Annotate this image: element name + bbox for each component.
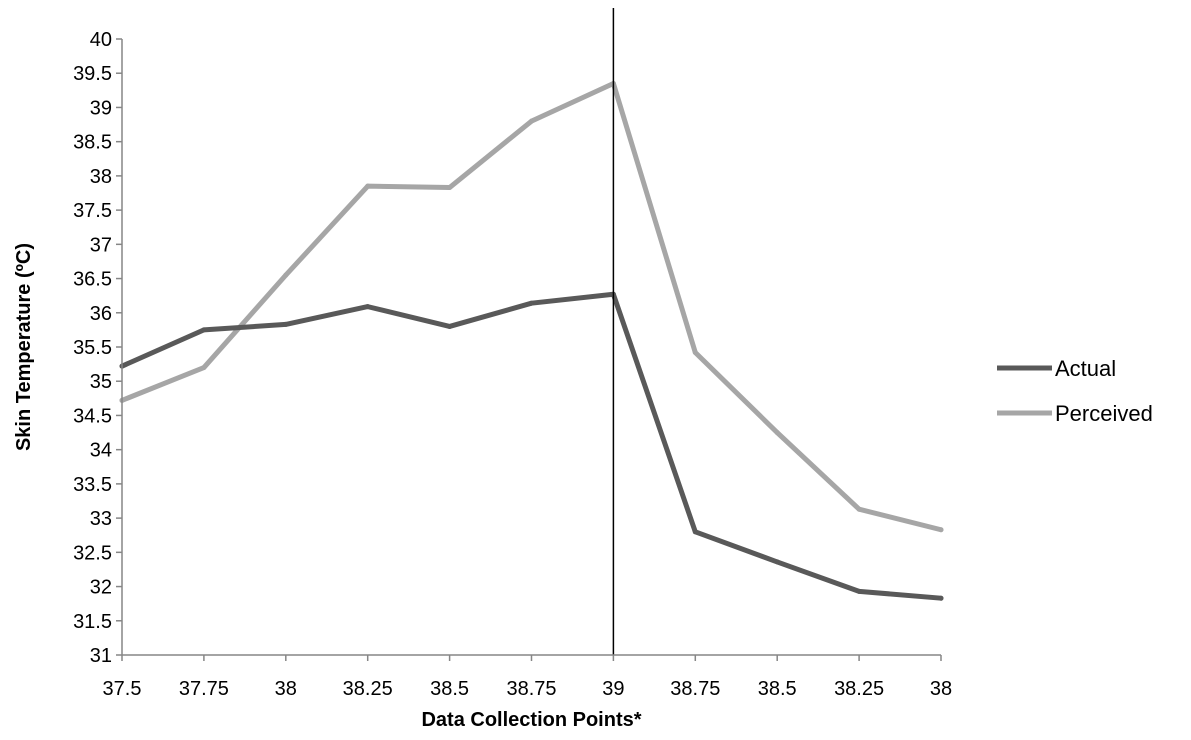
- x-tick-label: 38: [930, 678, 952, 700]
- data-point-perceived: [856, 506, 862, 512]
- y-tick-label: 31: [90, 645, 112, 667]
- y-tick-label: 39: [90, 97, 112, 119]
- x-tick-label: 37.5: [103, 678, 142, 700]
- y-tick-label: 39.5: [73, 63, 112, 85]
- data-point-actual: [692, 529, 698, 535]
- y-tick-label: 32.5: [73, 542, 112, 564]
- data-point-perceived: [201, 365, 207, 371]
- y-axis-title: Skin Temperature (ºC): [13, 243, 35, 451]
- data-point-perceived: [529, 118, 534, 124]
- x-tick-label: 38.5: [430, 678, 469, 700]
- x-tick-label: 39: [602, 678, 624, 700]
- data-point-perceived: [692, 349, 698, 355]
- x-tick-label: 38.75: [506, 678, 556, 700]
- series-lines: [119, 80, 944, 601]
- y-tick-label: 37: [90, 234, 112, 256]
- series-line-actual: [119, 291, 944, 601]
- x-tick-label: 38.25: [343, 678, 393, 700]
- data-point-actual: [856, 588, 862, 594]
- data-point-perceived: [365, 183, 371, 189]
- legend-label-perceived: Perceived: [1055, 401, 1153, 426]
- y-axis-ticks: 31 31.5 32 32.5 33 33.5 34 34.5 35 35.5 36 36.5 37 37…: [73, 29, 122, 667]
- data-point-actual: [365, 304, 371, 310]
- y-tick-label: 31.5: [73, 611, 112, 633]
- data-point-actual: [283, 321, 289, 327]
- data-point-actual: [774, 559, 780, 565]
- data-point-actual: [529, 300, 534, 306]
- y-tick-label: 37.5: [73, 200, 112, 222]
- data-point-actual: [447, 323, 453, 329]
- x-tick-label: 37.75: [179, 678, 229, 700]
- y-tick-label: 38.5: [73, 132, 112, 154]
- legend: Actual Perceived: [997, 356, 1153, 426]
- y-tick-label: 38: [90, 166, 112, 188]
- series-line-perceived: [119, 80, 944, 533]
- data-point-perceived: [283, 272, 289, 278]
- x-axis-ticks: 37.5 37.75 38 38.25 38.5 38.75 39 38.75 38.5 38.2…: [103, 655, 952, 700]
- legend-label-actual: Actual: [1055, 356, 1116, 381]
- y-tick-label: 36.5: [73, 269, 112, 291]
- y-tick-label: 35.5: [73, 337, 112, 359]
- x-tick-label: 38.5: [758, 678, 797, 700]
- y-tick-label: 34.5: [73, 405, 112, 427]
- data-point-perceived: [774, 430, 780, 436]
- data-point-perceived: [938, 527, 944, 533]
- y-tick-label: 34: [90, 440, 112, 462]
- x-tick-label: 38: [275, 678, 297, 700]
- y-tick-label: 40: [90, 29, 112, 51]
- y-tick-label: 36: [90, 303, 112, 325]
- y-tick-label: 33: [90, 508, 112, 530]
- data-point-actual: [938, 595, 944, 601]
- x-axis-title: Data Collection Points*: [421, 709, 641, 731]
- y-tick-label: 33.5: [73, 474, 112, 496]
- y-tick-label: 32: [90, 577, 112, 599]
- x-tick-label: 38.75: [670, 678, 720, 700]
- data-point-perceived: [447, 185, 453, 191]
- y-tick-label: 35: [90, 371, 112, 393]
- data-point-actual: [201, 327, 207, 333]
- x-tick-label: 38.25: [834, 678, 884, 700]
